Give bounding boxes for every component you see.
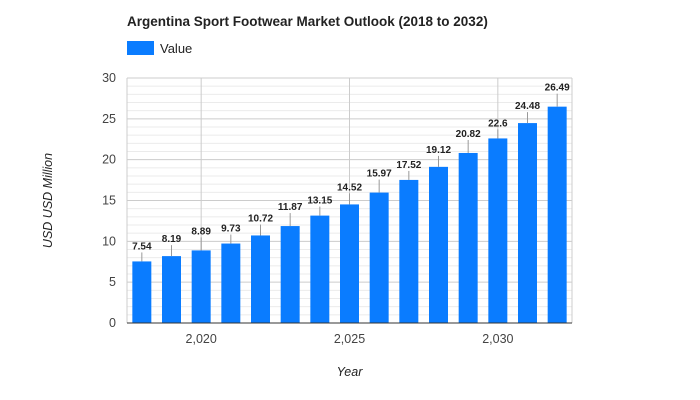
y-axis-title: USD USD Million <box>41 153 55 248</box>
x-tick-label: 2,025 <box>334 332 365 346</box>
data-label: 8.19 <box>162 234 182 245</box>
chart-title: Argentina Sport Footwear Market Outlook … <box>127 14 488 29</box>
data-label: 14.52 <box>337 182 362 193</box>
y-tick-label: 10 <box>102 234 116 248</box>
bars <box>132 106 567 323</box>
data-label: 20.82 <box>456 129 481 140</box>
bar <box>399 179 419 323</box>
bar <box>191 250 211 323</box>
bar <box>369 192 389 323</box>
x-axis-title: Year <box>337 365 364 379</box>
data-label: 11.87 <box>278 202 303 213</box>
data-label: 7.54 <box>132 241 152 252</box>
legend: Value <box>127 41 192 56</box>
bar <box>310 215 330 323</box>
data-label: 22.6 <box>488 118 508 129</box>
data-label: 9.73 <box>221 224 241 235</box>
data-label: 13.15 <box>307 196 332 207</box>
bar <box>251 235 270 323</box>
bar <box>547 106 567 323</box>
data-label-leaders <box>141 93 558 262</box>
data-label: 24.48 <box>515 101 540 112</box>
data-label: 26.49 <box>545 83 570 94</box>
y-tick-label: 5 <box>109 275 116 289</box>
bar <box>518 123 537 323</box>
data-label: 10.72 <box>248 213 273 224</box>
data-labels: 7.54 8.19 8.89 9.73 10.72 11.87 13.15 14.52 15.9… <box>132 83 570 253</box>
y-tick-label: 25 <box>102 112 116 126</box>
data-label: 15.97 <box>367 169 392 180</box>
bar <box>132 261 152 323</box>
x-tick-label: 2,020 <box>186 332 217 346</box>
data-label: 19.12 <box>426 145 451 156</box>
bar <box>429 166 448 323</box>
x-tick-label: 2,030 <box>482 332 513 346</box>
x-axis-ticks: 2,020 2,025 2,030 <box>186 332 514 346</box>
bar <box>162 256 181 323</box>
bar <box>488 138 508 323</box>
y-tick-label: 20 <box>102 153 116 167</box>
y-tick-label: 30 <box>102 71 116 85</box>
legend-label: Value <box>160 41 192 56</box>
y-axis-ticks: 0 5 10 15 20 25 30 <box>102 71 116 330</box>
bar <box>458 152 478 323</box>
bar <box>221 243 241 323</box>
bar <box>280 226 300 323</box>
y-tick-label: 15 <box>102 194 116 208</box>
legend-swatch <box>127 41 154 55</box>
y-tick-label: 0 <box>109 316 116 330</box>
data-label: 17.52 <box>396 160 421 171</box>
bar <box>340 204 359 323</box>
data-label: 8.89 <box>191 226 211 237</box>
